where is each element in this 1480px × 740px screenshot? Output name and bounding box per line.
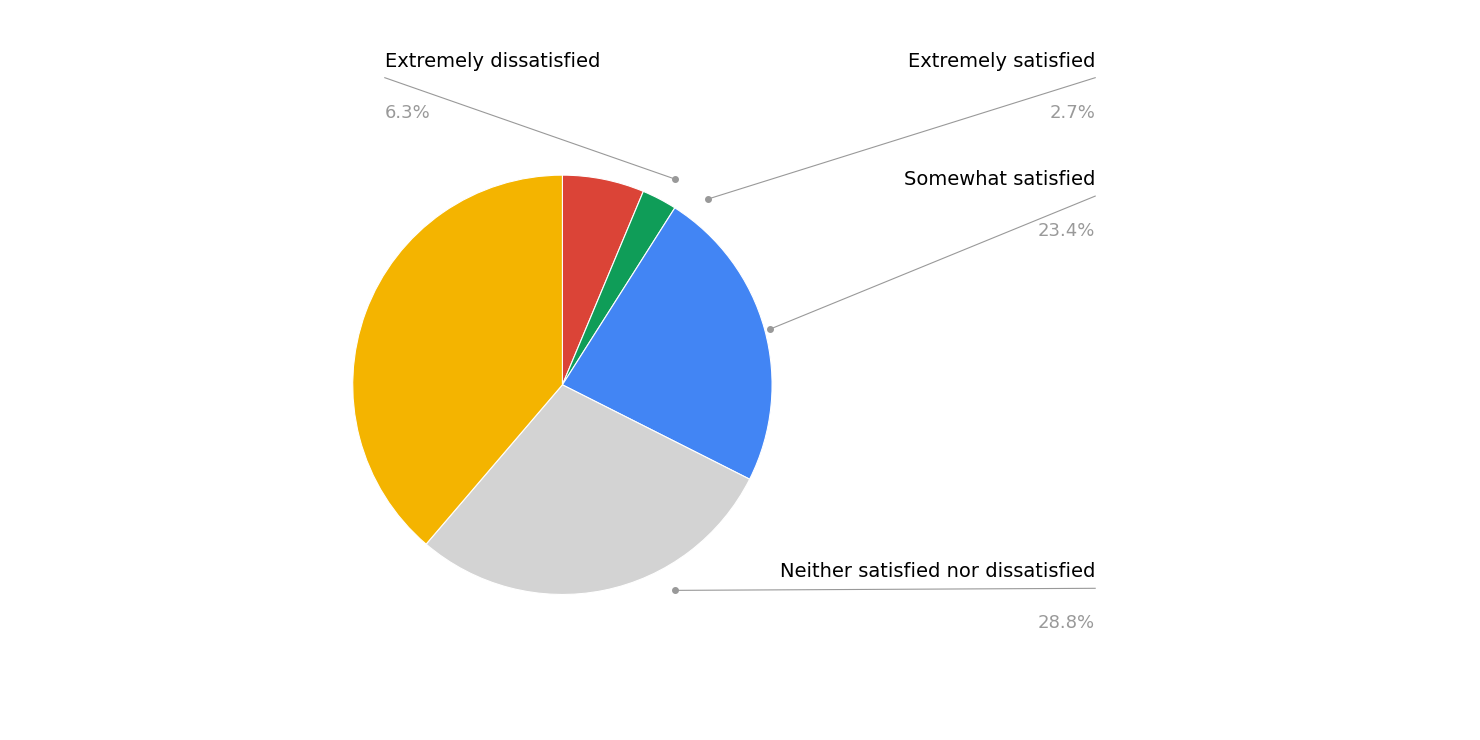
Text: Neither satisfied nor dissatisfied: Neither satisfied nor dissatisfied [780,562,1095,582]
Text: 2.7%: 2.7% [1049,104,1095,121]
Text: Somewhat dissatisfied: Somewhat dissatisfied [385,326,604,345]
Text: Extremely satisfied: Extremely satisfied [907,52,1095,71]
Text: Extremely dissatisfied: Extremely dissatisfied [385,52,601,71]
Text: 38.7%: 38.7% [385,377,443,395]
Wedge shape [562,192,675,385]
Text: Somewhat satisfied: Somewhat satisfied [904,170,1095,189]
Text: 23.4%: 23.4% [1037,222,1095,240]
Wedge shape [562,175,644,385]
Text: 6.3%: 6.3% [385,104,431,121]
Wedge shape [562,208,773,480]
Wedge shape [426,385,749,594]
Wedge shape [352,175,562,544]
Text: 28.8%: 28.8% [1037,614,1095,632]
